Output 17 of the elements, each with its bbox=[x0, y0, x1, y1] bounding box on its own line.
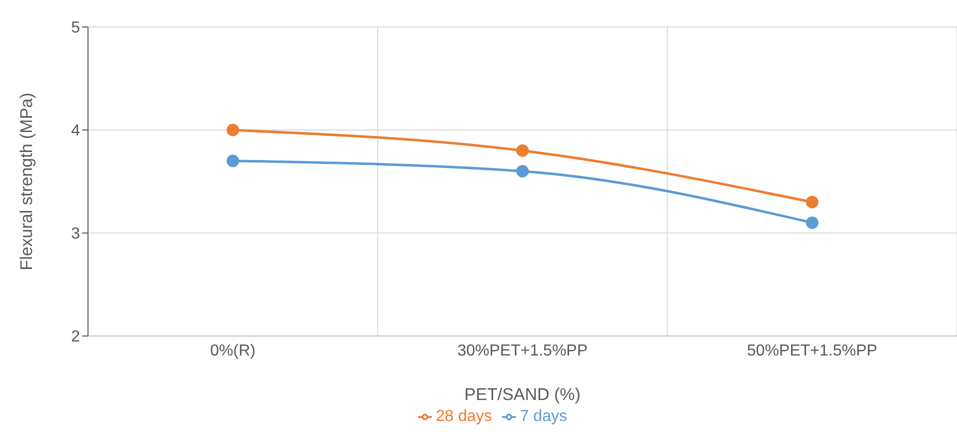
y-axis-title: Flexural strength (MPa) bbox=[17, 92, 36, 270]
y-tick-label: 3 bbox=[71, 226, 80, 243]
legend-label: 7 days bbox=[520, 408, 568, 425]
x-axis-title: PET/SAND (%) bbox=[464, 385, 581, 404]
point bbox=[516, 164, 529, 178]
x-tick-label: 30%PET+1.5%PP bbox=[457, 342, 588, 360]
point bbox=[806, 196, 818, 208]
y-tick-label: 5 bbox=[71, 20, 80, 37]
x-tick-label: 50%PET+1.5%PP bbox=[747, 342, 878, 360]
point bbox=[516, 144, 529, 157]
point bbox=[226, 124, 240, 136]
point bbox=[226, 154, 240, 168]
point bbox=[806, 216, 818, 229]
legend-label: 28 days bbox=[436, 408, 492, 425]
y-tick-label: 2 bbox=[71, 328, 80, 346]
x-tick-label: 0%(R) bbox=[210, 342, 256, 360]
y-tick-label: 4 bbox=[71, 122, 80, 140]
